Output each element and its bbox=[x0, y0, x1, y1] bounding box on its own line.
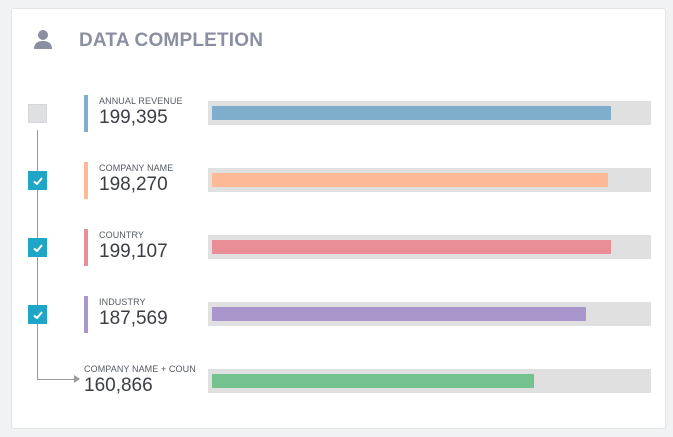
row-value: 199,107 bbox=[99, 241, 168, 262]
arrow-icon bbox=[74, 375, 80, 383]
progress-fill bbox=[212, 374, 534, 388]
card-title: DATA COMPLETION bbox=[79, 30, 264, 51]
progress-track bbox=[208, 101, 651, 125]
row-checkbox[interactable] bbox=[28, 104, 47, 123]
progress-track bbox=[208, 235, 651, 259]
row-checkbox[interactable] bbox=[28, 305, 47, 324]
progress-fill bbox=[212, 173, 608, 187]
row-accent-bar bbox=[84, 296, 88, 333]
checkmark-icon bbox=[32, 243, 43, 252]
user-icon bbox=[34, 30, 52, 49]
progress-fill bbox=[212, 307, 586, 321]
row-checkbox[interactable] bbox=[28, 171, 47, 190]
row-checkbox[interactable] bbox=[28, 238, 47, 257]
progress-fill bbox=[212, 240, 611, 254]
row-value: 187,569 bbox=[99, 308, 168, 329]
progress-track bbox=[208, 302, 651, 326]
row-label: COMPANY NAME + COUN bbox=[84, 364, 196, 374]
progress-track bbox=[208, 369, 651, 393]
data-completion-card: DATA COMPLETION ANNUAL REVENUE 199,395 C… bbox=[11, 8, 666, 429]
row-value: 160,866 bbox=[84, 375, 153, 396]
card-header: DATA COMPLETION bbox=[12, 9, 665, 69]
row-label: INDUSTRY bbox=[99, 297, 146, 307]
connector-line bbox=[37, 379, 75, 380]
progress-track bbox=[208, 168, 651, 192]
row-value: 199,395 bbox=[99, 107, 168, 128]
row-label: COUNTRY bbox=[99, 230, 145, 240]
row-accent-bar bbox=[84, 162, 88, 199]
row-label: ANNUAL REVENUE bbox=[99, 96, 183, 106]
row-accent-bar bbox=[84, 229, 88, 266]
checkmark-icon bbox=[32, 176, 43, 185]
row-accent-bar bbox=[84, 95, 88, 132]
progress-fill bbox=[212, 106, 611, 120]
checkmark-icon bbox=[32, 310, 43, 319]
row-label: COMPANY NAME bbox=[99, 163, 174, 173]
row-value: 198,270 bbox=[99, 174, 168, 195]
